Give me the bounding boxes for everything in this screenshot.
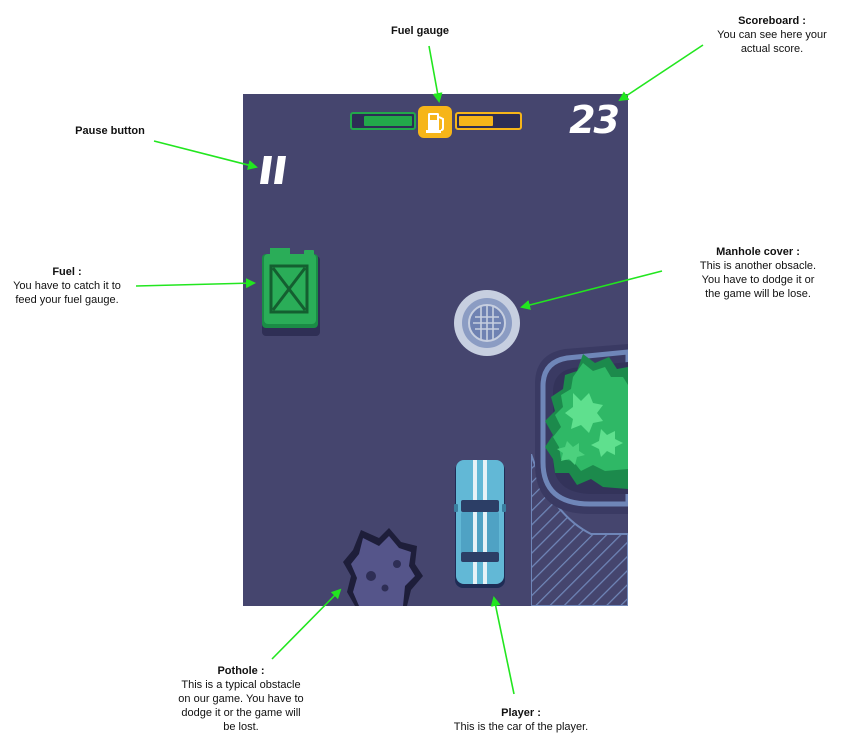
fuel-gauge-green xyxy=(350,112,416,130)
arrow-fuel xyxy=(135,278,256,289)
fuel-gauge-yellow-fill xyxy=(459,116,493,126)
annotation-title: Fuel gauge xyxy=(390,25,450,37)
bush-icon xyxy=(545,354,628,489)
player-car-icon[interactable] xyxy=(452,458,508,588)
annotation-fuel-gauge: Fuel gauge xyxy=(380,24,460,38)
annotation-desc: This is another obsacle. You have to dod… xyxy=(699,260,817,300)
arrow-pause xyxy=(153,140,258,170)
annotation-fuel: Fuel : You have to catch it to feed your… xyxy=(0,265,134,307)
annotation-title: Player : xyxy=(501,707,541,719)
arrow-player xyxy=(490,596,515,695)
arrow-manhole xyxy=(520,270,663,310)
annotation-desc: This is a typical obstacle on our game. … xyxy=(178,679,304,733)
pause-icon xyxy=(260,156,286,184)
pause-button[interactable] xyxy=(259,154,289,186)
fuel-gauge-green-fill xyxy=(364,116,412,126)
annotation-title: Scoreboard : xyxy=(738,15,806,27)
annotation-scoreboard: Scoreboard : You can see here your actua… xyxy=(700,14,844,56)
annotation-player: Player : This is the car of the player. xyxy=(436,706,606,734)
annotation-manhole: Manhole cover : This is another obsacle.… xyxy=(683,245,833,301)
fuel-pump-icon xyxy=(418,106,452,138)
pothole-icon[interactable] xyxy=(341,524,425,606)
annotation-pothole: Pothole : This is a typical obstacle on … xyxy=(166,664,316,734)
scoreboard: 23 xyxy=(569,98,620,142)
annotation-desc: You have to catch it to feed your fuel g… xyxy=(13,280,121,306)
annotation-title: Manhole cover : xyxy=(716,246,800,258)
annotation-title: Pothole : xyxy=(217,665,265,677)
annotation-pause: Pause button xyxy=(60,124,160,138)
annotation-title: Fuel : xyxy=(52,266,82,278)
annotation-title: Pause button xyxy=(75,125,145,137)
annotation-desc: This is the car of the player. xyxy=(453,721,589,733)
arrow-pothole xyxy=(271,588,342,660)
game-screen[interactable]: 23 xyxy=(243,94,628,606)
annotation-desc: You can see here your actual score. xyxy=(717,29,827,55)
fuel-gauge-yellow xyxy=(455,112,522,130)
manhole-icon[interactable] xyxy=(453,289,521,357)
jerrycan-icon[interactable] xyxy=(260,246,322,338)
arrow-scoreboard xyxy=(618,44,704,102)
arrow-fuel-gauge xyxy=(428,45,443,103)
